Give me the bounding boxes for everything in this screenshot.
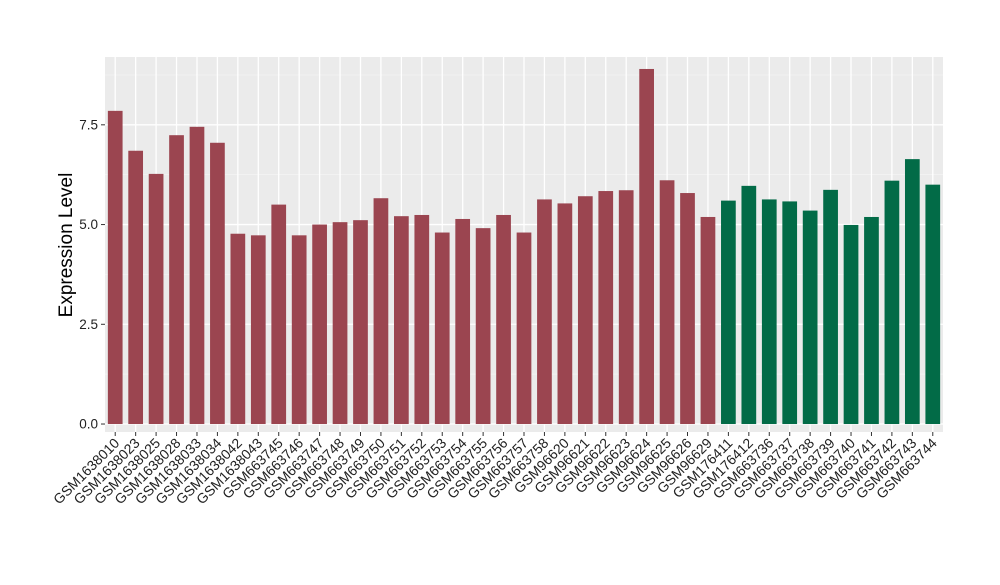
bar-GSM1638033	[189, 126, 205, 425]
bar-GSM663753	[434, 232, 450, 425]
y-tick-label: 2.5	[79, 317, 98, 332]
bar-GSM663749	[353, 220, 368, 425]
bar-GSM1638043	[250, 235, 266, 425]
bar-GSM1638023	[128, 150, 144, 425]
bars	[107, 68, 941, 425]
bar-GSM1638042	[230, 233, 246, 425]
bar-GSM663757	[516, 232, 532, 425]
y-axis: 0.0 2.5 5.0 7.5	[79, 117, 105, 432]
bar-GSM1638028	[169, 135, 184, 425]
bar-GSM663741	[864, 216, 879, 425]
bar-GSM663740	[843, 224, 859, 425]
bar-GSM1638025	[148, 173, 164, 425]
y-axis-title: Expression Level	[56, 173, 77, 318]
bar-GSM176412	[741, 185, 757, 425]
bar-GSM96629	[700, 216, 716, 425]
bar-GSM663739	[823, 189, 838, 425]
y-tick-label: 5.0	[79, 217, 98, 232]
bar-GSM663737	[782, 201, 798, 425]
bar-GSM96621	[577, 196, 593, 425]
bar-GSM663742	[884, 180, 900, 425]
bar-GSM176411	[721, 200, 736, 425]
bar-GSM663750	[373, 198, 389, 425]
bar-GSM663745	[271, 204, 287, 425]
bar-GSM96623	[618, 190, 634, 425]
x-axis: GSM1638010GSM1638023GSM1638025GSM1638028…	[50, 432, 940, 507]
y-tick-label: 0.0	[79, 417, 98, 432]
bar-GSM96624	[639, 68, 654, 425]
bar-GSM96622	[598, 191, 614, 425]
bar-GSM663751	[394, 216, 409, 425]
bar-GSM663752	[414, 214, 430, 425]
bar-GSM1638010	[107, 110, 123, 425]
bar-GSM663746	[291, 235, 307, 425]
bar-GSM663743	[904, 159, 920, 425]
bar-GSM663756	[496, 214, 511, 425]
bar-GSM663738	[802, 210, 818, 425]
bar-GSM1638034	[210, 142, 225, 425]
bar-GSM96620	[557, 203, 573, 425]
bar-GSM96626	[680, 193, 695, 425]
bar-GSM663758	[537, 199, 552, 425]
bar-GSM663736	[761, 199, 777, 425]
y-tick-label: 7.5	[79, 117, 98, 132]
bar-GSM663754	[455, 218, 471, 425]
bar-GSM96625	[659, 180, 675, 425]
bar-GSM663744	[925, 184, 941, 425]
bar-GSM663747	[312, 224, 327, 425]
bar-GSM663748	[332, 222, 348, 425]
bar-GSM663755	[475, 228, 491, 425]
